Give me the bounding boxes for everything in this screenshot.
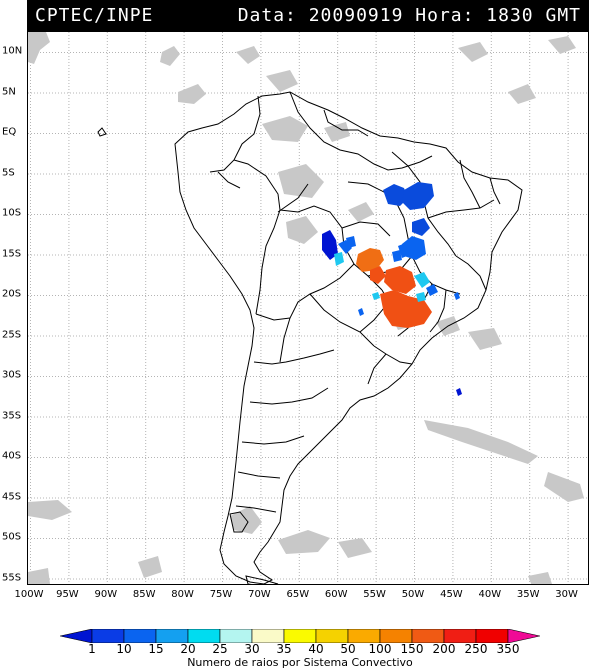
- legend-swatch: [59, 628, 93, 644]
- legend-value: 200: [432, 642, 456, 656]
- south-america-outline: [97, 91, 523, 584]
- lon-label: 70W: [248, 589, 271, 600]
- system-cyan-south: [414, 272, 430, 288]
- lon-label: 50W: [401, 589, 425, 600]
- system-orange-south-2: [384, 266, 416, 294]
- legend-swatch: [283, 628, 317, 644]
- system-blue-north-3: [412, 218, 430, 236]
- lat-label: 15S: [2, 248, 22, 259]
- legend-value: 20: [180, 642, 196, 656]
- system-blue-goias: [398, 242, 412, 258]
- system-blue-north-2: [402, 182, 434, 210]
- legend-swatch: [443, 628, 477, 644]
- lon-label: 35W: [516, 589, 540, 600]
- cloud-cover: [28, 32, 584, 584]
- datetime-label: Data: 20090919 Hora: 1830 GMT: [238, 5, 581, 26]
- lon-label: 40W: [478, 589, 502, 600]
- lon-label: 90W: [94, 589, 118, 600]
- legend-swatch: [251, 628, 285, 644]
- legend-value: 350: [496, 642, 520, 656]
- lat-label: 50S: [2, 531, 22, 543]
- system-blue-ms: [358, 308, 364, 316]
- legend-swatch: [155, 628, 189, 644]
- system-orange-south-1: [370, 266, 386, 284]
- legend-value: 250: [464, 642, 488, 656]
- lon-label: 80W: [171, 589, 194, 600]
- lat-label: 55S: [2, 572, 22, 583]
- lat-label: 40S: [2, 450, 22, 462]
- time-label: Hora:: [415, 5, 475, 26]
- lon-label: 85W: [132, 589, 156, 600]
- legend-value: 100: [368, 642, 392, 656]
- lat-label: 35S: [2, 410, 22, 421]
- system-blue-north-1: [383, 184, 408, 206]
- lon-label: 30W: [555, 589, 578, 600]
- lon-label: 75W: [209, 589, 233, 600]
- system-blue-east-2: [392, 250, 402, 262]
- legend-swatch: [475, 628, 509, 644]
- map-header: CPTEC/INPE Data: 20090919 Hora: 1830 GMT: [27, 0, 589, 31]
- lon-label: 60W: [324, 589, 348, 600]
- source-label: CPTEC/INPE: [35, 5, 154, 26]
- legend-value: 150: [400, 642, 424, 656]
- system-cyan-west: [334, 252, 344, 266]
- system-blue-west: [322, 230, 338, 260]
- legend-value: 40: [308, 642, 324, 656]
- date-label: Data:: [237, 5, 297, 26]
- legend-swatch: [347, 628, 381, 644]
- system-blue-coast: [454, 292, 460, 300]
- time-value: 1830 GMT: [486, 5, 581, 26]
- lon-label: 45W: [440, 589, 463, 600]
- lat-label: 25S: [2, 329, 22, 340]
- legend-value: 10: [116, 642, 132, 656]
- lat-label: 45S: [2, 491, 22, 502]
- system-blue-ocean: [456, 388, 462, 396]
- lat-lon-grid: [28, 32, 587, 582]
- legend-swatch: [123, 628, 157, 644]
- legend-value: 25: [212, 642, 228, 656]
- lon-label: 95W: [56, 589, 79, 600]
- lon-label: 65W: [286, 589, 310, 600]
- date-value: 20090919: [308, 5, 404, 26]
- legend-value: 15: [148, 642, 164, 656]
- lat-label: 10N: [2, 45, 23, 57]
- legend-value: 1: [88, 642, 96, 656]
- lon-label: 100W: [14, 589, 44, 600]
- legend-swatch: [91, 628, 125, 644]
- lat-label: 20S: [2, 288, 22, 300]
- system-blue-south: [426, 284, 438, 296]
- system-orange-central: [356, 248, 384, 272]
- lat-label: 5S: [2, 167, 15, 178]
- lat-label: 5N: [2, 86, 16, 97]
- lat-label: 30S: [2, 369, 22, 381]
- legend-value: 50: [340, 642, 356, 656]
- lat-label: 10S: [2, 207, 22, 219]
- legend-title: Numero de raios por Sistema Convectivo: [187, 656, 413, 669]
- legend-swatch: [187, 628, 221, 644]
- legend-swatch: [379, 628, 413, 644]
- legend-value: 30: [244, 642, 260, 656]
- system-blue-central-2: [346, 236, 356, 248]
- legend-colorbar: [59, 628, 541, 644]
- lon-label: 55W: [363, 589, 386, 600]
- legend-swatch: [315, 628, 349, 644]
- legend: 1 10 15 20 25 30 35 40 50 100 150 200 250 350 Numero …: [59, 628, 541, 670]
- legend-swatch: [507, 628, 541, 644]
- legend-swatch: [219, 628, 253, 644]
- system-cyan-ms: [372, 292, 380, 300]
- system-cyan-se: [416, 292, 426, 302]
- legend-value: 35: [276, 642, 292, 656]
- lat-label: EQ: [2, 126, 17, 138]
- legend-swatch: [411, 628, 445, 644]
- map-frame: [27, 31, 589, 585]
- convective-systems: [322, 182, 462, 396]
- map-canvas: [28, 32, 587, 584]
